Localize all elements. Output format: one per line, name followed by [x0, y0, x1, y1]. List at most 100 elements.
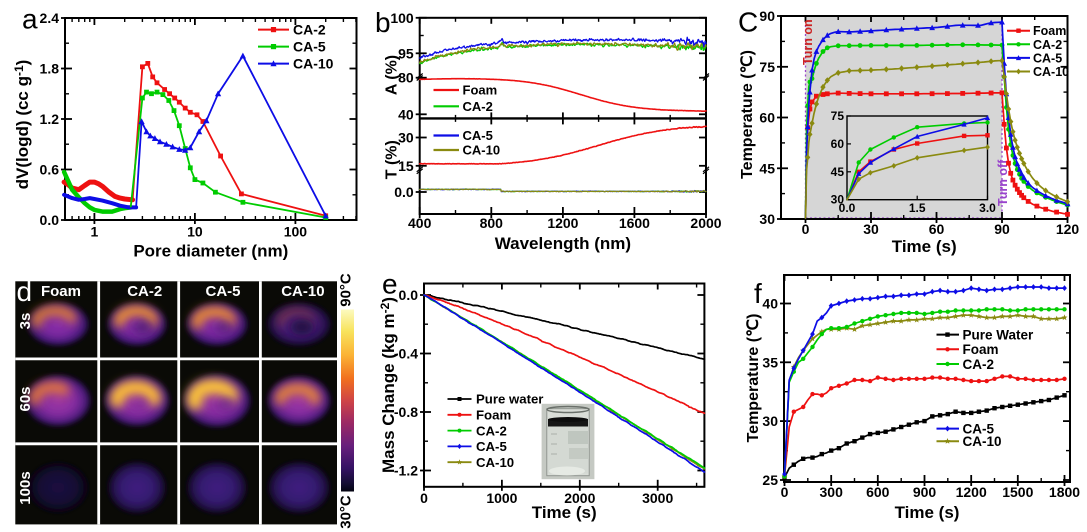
svg-text:0.0: 0.0	[40, 212, 60, 228]
svg-text:300: 300	[820, 484, 844, 500]
svg-text:400: 400	[408, 215, 432, 231]
svg-text:800: 800	[480, 215, 504, 231]
svg-text:CA-10: CA-10	[963, 434, 1002, 449]
svg-text:1.5: 1.5	[909, 201, 926, 215]
svg-text:3.0: 3.0	[979, 201, 996, 215]
svg-text:60s: 60s	[17, 386, 34, 411]
svg-text:dV(logd) (cc g-1): dV(logd) (cc g-1)	[12, 60, 32, 190]
svg-text:-1.2: -1.2	[394, 463, 418, 479]
svg-text:T (%): T (%)	[384, 140, 401, 179]
svg-text:30: 30	[831, 193, 845, 207]
svg-text:1800: 1800	[1049, 484, 1080, 500]
svg-text:a: a	[22, 3, 38, 34]
svg-text:Pure Water: Pure Water	[963, 327, 1035, 342]
svg-text:CA-10: CA-10	[476, 455, 514, 470]
svg-text:CA-10: CA-10	[293, 56, 334, 72]
svg-text:90°C: 90°C	[338, 273, 355, 307]
svg-text:Foam: Foam	[41, 283, 81, 300]
svg-text:CA-10: CA-10	[1033, 65, 1069, 79]
svg-text:95: 95	[398, 45, 414, 61]
svg-text:900: 900	[913, 484, 937, 500]
svg-text:-0.4: -0.4	[394, 346, 418, 362]
svg-text:100s: 100s	[17, 471, 34, 504]
svg-text:Time (s): Time (s)	[895, 503, 960, 522]
svg-text:CA-2: CA-2	[463, 99, 493, 114]
svg-text:30: 30	[759, 211, 775, 227]
svg-text:Foam: Foam	[963, 342, 999, 357]
svg-text:A (%): A (%)	[384, 55, 401, 95]
svg-text:CA-5: CA-5	[476, 439, 507, 454]
svg-text:60: 60	[929, 221, 945, 237]
svg-text:0: 0	[420, 490, 428, 506]
svg-text:d: d	[17, 276, 33, 307]
svg-text:60: 60	[759, 110, 775, 126]
svg-text:80: 80	[398, 70, 414, 86]
svg-text:30: 30	[762, 413, 778, 429]
svg-text:1200: 1200	[547, 215, 578, 231]
svg-text:100: 100	[390, 10, 414, 26]
svg-text:CA-2: CA-2	[293, 22, 326, 38]
svg-text:Wavelength (nm): Wavelength (nm)	[495, 234, 631, 253]
svg-text:CA-2: CA-2	[963, 357, 995, 372]
svg-text:Time (s): Time (s)	[532, 503, 597, 522]
svg-text:CA-2: CA-2	[1033, 38, 1062, 52]
svg-text:60: 60	[831, 137, 845, 151]
svg-text:90: 90	[994, 221, 1010, 237]
svg-text:30: 30	[863, 221, 879, 237]
svg-text:40: 40	[762, 296, 778, 312]
svg-text:75: 75	[831, 109, 845, 123]
svg-text:CA-5: CA-5	[293, 39, 326, 55]
svg-text:2000: 2000	[564, 490, 595, 506]
svg-text:1600: 1600	[619, 215, 650, 231]
svg-text:CA-10: CA-10	[281, 283, 324, 300]
svg-text:1200: 1200	[956, 484, 987, 500]
svg-text:35: 35	[762, 354, 778, 370]
svg-text:30°C: 30°C	[338, 495, 355, 529]
svg-text:Foam: Foam	[463, 83, 498, 98]
svg-text:Turn off: Turn off	[996, 159, 1010, 206]
svg-text:Pure water: Pure water	[476, 392, 543, 407]
svg-text:f: f	[754, 278, 762, 309]
svg-text:e: e	[382, 269, 398, 300]
svg-text:2.4: 2.4	[40, 10, 60, 26]
svg-text:45: 45	[759, 160, 775, 176]
svg-text:CA-5: CA-5	[963, 421, 995, 436]
svg-text:CA-2: CA-2	[127, 283, 162, 300]
svg-text:600: 600	[866, 484, 890, 500]
svg-text:30: 30	[398, 130, 414, 146]
svg-text:0.6: 0.6	[40, 162, 60, 178]
svg-text:b: b	[375, 7, 391, 38]
svg-text:40: 40	[398, 106, 414, 122]
svg-text:15: 15	[398, 158, 414, 174]
svg-text:1: 1	[91, 224, 99, 240]
svg-text:2000: 2000	[690, 215, 721, 231]
svg-text:25: 25	[762, 472, 778, 488]
svg-text:75: 75	[759, 59, 775, 75]
svg-text:1000: 1000	[486, 490, 517, 506]
svg-text:10: 10	[187, 224, 203, 240]
svg-text:1.8: 1.8	[40, 61, 60, 77]
svg-text:0: 0	[802, 221, 810, 237]
svg-text:Time (s): Time (s)	[892, 237, 957, 256]
svg-text:Pore diameter (nm): Pore diameter (nm)	[133, 242, 288, 261]
svg-text:0.0: 0.0	[394, 184, 414, 200]
svg-text:Foam: Foam	[476, 408, 511, 423]
svg-text:Temperature (℃): Temperature (℃)	[745, 314, 762, 443]
svg-text:45: 45	[831, 165, 845, 179]
svg-text:100: 100	[284, 224, 308, 240]
svg-text:C: C	[738, 7, 758, 38]
svg-text:90: 90	[759, 8, 775, 24]
svg-text:1500: 1500	[1002, 484, 1033, 500]
svg-text:120: 120	[1056, 221, 1080, 237]
svg-text:Temperature (℃): Temperature (℃)	[739, 50, 756, 179]
svg-text:-0.8: -0.8	[394, 404, 418, 420]
svg-text:1.2: 1.2	[40, 111, 60, 127]
svg-text:Foam: Foam	[1033, 24, 1066, 38]
svg-text:CA-2: CA-2	[476, 423, 507, 438]
svg-text:Turn on: Turn on	[801, 19, 815, 65]
svg-text:3s: 3s	[17, 313, 34, 330]
svg-text:3000: 3000	[642, 490, 673, 506]
svg-text:CA-5: CA-5	[463, 128, 493, 143]
svg-text:CA-5: CA-5	[1033, 51, 1062, 65]
svg-text:Mass Change (kg m-2): Mass Change (kg m-2)	[378, 297, 398, 473]
